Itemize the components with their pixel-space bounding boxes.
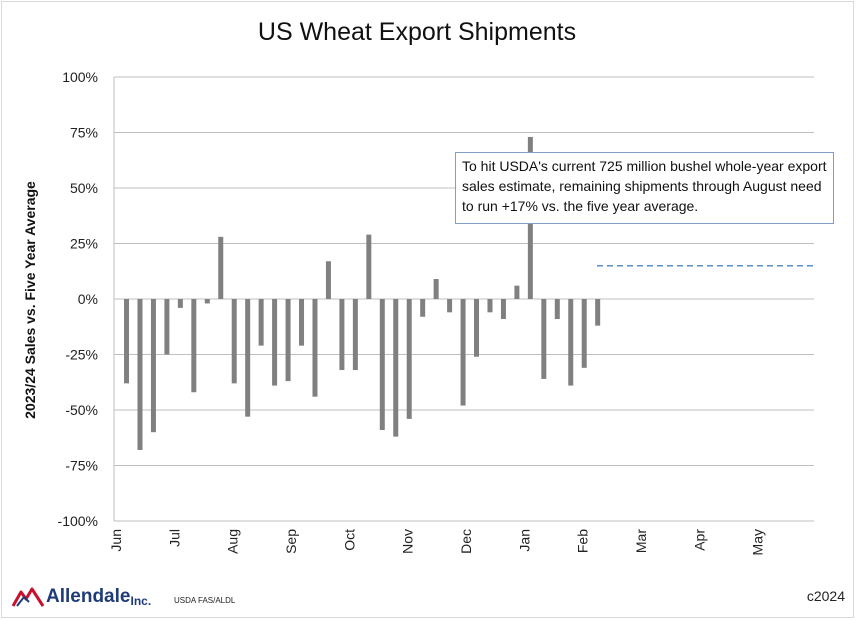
bar [420,299,426,317]
x-tick-label: Feb [575,529,591,553]
bar [474,299,480,357]
source-note: USDA FAS/ALDL [174,596,236,605]
bar [231,299,237,384]
x-tick-label: Jan [516,529,532,552]
copyright: c2024 [806,588,845,604]
bar [352,299,358,371]
bar [245,299,251,417]
y-tick-label: 25% [70,236,98,252]
x-tick-labels: Jun Jul Aug Sep Oct Nov Dec Jan Feb Mar Apr May [108,529,766,556]
y-tick-label: -75% [65,458,98,474]
bar [568,299,574,386]
bar [447,299,453,313]
bar [191,299,197,393]
bar [272,299,278,386]
allendale-logo: Allendale Inc. [12,586,151,608]
bar [379,299,385,430]
bar [150,299,156,433]
bar [541,299,547,379]
bar [124,299,130,384]
bar [177,299,183,308]
x-tick-label: Mar [633,529,649,553]
bar [218,236,224,299]
y-tick-label: 100% [62,69,98,85]
y-tick-label: -25% [65,347,98,363]
bar [554,299,560,319]
bar [339,299,345,371]
y-tick-label: -50% [65,402,98,418]
gridlines [113,76,814,522]
y-tick-label: 0% [78,291,98,307]
bar [258,299,264,346]
y-tick-labels: 100% 75% 50% 25% 0% -25% -50% -75% -100% [58,69,98,529]
x-tick-label: Apr [691,529,707,551]
x-tick-label: Nov [400,529,416,554]
bar [366,234,372,299]
x-tick-label: May [750,529,766,555]
bar [595,299,601,326]
y-tick-label: 50% [70,180,98,196]
bar [393,299,399,437]
logo-mountain-icon [12,587,44,607]
bar [164,299,170,355]
bar [581,299,587,368]
bar [500,299,506,319]
chart-title: US Wheat Export Shipments [257,18,577,46]
bar [299,299,305,346]
bar [285,299,291,382]
x-tick-label: Jul [166,529,182,547]
x-tick-label: Oct [341,529,357,551]
x-tick-label: Aug [225,529,241,554]
y-tick-label: -100% [58,513,98,529]
bar [204,299,210,304]
bar [312,299,318,397]
x-tick-label: Dec [458,529,474,554]
bar [325,261,331,299]
bar [137,299,143,450]
x-tick-label: Jun [108,529,124,552]
bar [406,299,412,419]
bar [514,285,520,299]
bar [433,279,439,299]
logo-suffix: Inc. [130,594,152,608]
logo-name: Allendale [46,586,131,607]
y-tick-label: 75% [70,125,98,141]
bar [487,299,493,313]
x-tick-label: Sep [283,529,299,554]
bar [460,299,466,406]
annotation-box: To hit USDA's current 725 million bushel… [455,152,834,224]
